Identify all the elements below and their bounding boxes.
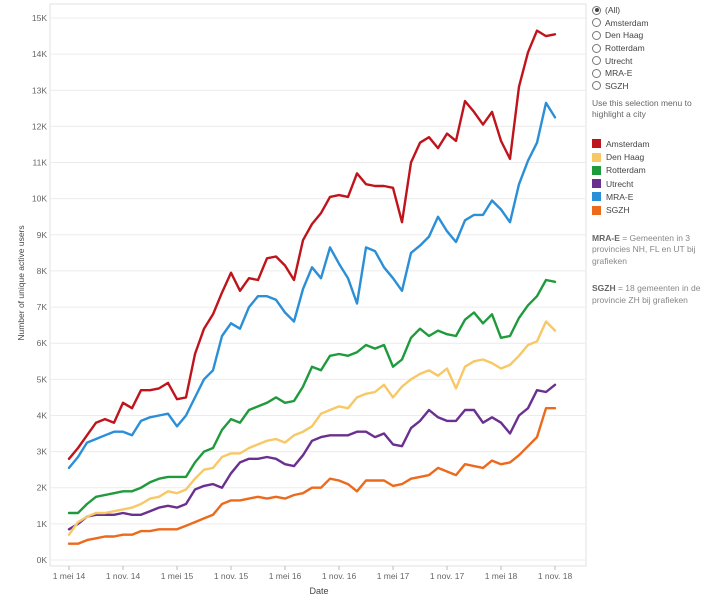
y-tick-label: 5K (37, 374, 48, 384)
legend-label: Den Haag (606, 152, 645, 163)
x-axis-label: Date (309, 586, 328, 596)
legend-swatch (592, 205, 601, 215)
legend-label: Amsterdam (606, 138, 650, 149)
side-panel: (All) Amsterdam Den Haag Rotterdam Utrecht MR… (592, 4, 704, 306)
y-tick-label: 10K (32, 194, 47, 204)
series-line-mra-e[interactable] (67, 101, 557, 470)
note-term: SGZH (592, 283, 616, 294)
x-tick-label: 1 mei 15 (161, 571, 194, 581)
legend-swatch (592, 152, 601, 162)
x-tick-label: 1 nov. 14 (106, 571, 141, 581)
note-mra-e: MRA-E = Gemeenten in 3 provincies NH, FL… (592, 233, 704, 268)
filter-option-label: (All) (605, 5, 621, 16)
legend-item[interactable]: Amsterdam (592, 137, 704, 150)
radio-icon[interactable] (592, 5, 601, 15)
color-legend: Amsterdam Den Haag Rotterdam Utrecht MRA-E SG… (592, 137, 704, 217)
legend-label: MRA-E (606, 191, 634, 202)
series-line-sgzh[interactable] (67, 407, 557, 545)
filter-option[interactable]: Utrecht (592, 54, 704, 67)
grid-lines (49, 3, 587, 567)
x-axis-ticks: 1 mei 14 1 nov. 14 1 mei 15 1 nov. 15 1 mei … (53, 566, 573, 581)
series-line-amsterdam[interactable] (67, 29, 557, 460)
legend-item[interactable]: MRA-E (592, 190, 704, 203)
filter-option[interactable]: Amsterdam (592, 17, 704, 30)
radio-icon[interactable] (592, 18, 601, 28)
filter-option-label: Den Haag (605, 30, 644, 41)
y-tick-label: 7K (37, 302, 48, 312)
filter-option[interactable]: Den Haag (592, 29, 704, 42)
note-text: = Gemeenten in 3 provincies NH, FL en UT… (592, 232, 696, 266)
radio-icon[interactable] (592, 81, 601, 91)
series-lines (67, 29, 557, 545)
y-tick-label: 2K (37, 483, 48, 493)
line-chart: 0K 1K 2K 3K 4K 5K 6K 7K 8K 9K 10K 11K 12K 13K 14K 15K 1… (16, 3, 587, 596)
y-tick-label: 9K (37, 230, 48, 240)
legend-swatch (592, 165, 601, 175)
y-tick-label: 4K (37, 410, 48, 420)
legend-swatch (592, 139, 601, 149)
filter-option-label: SGZH (605, 80, 629, 91)
x-tick-label: 1 nov. 18 (538, 571, 573, 581)
x-tick-label: 1 nov. 16 (322, 571, 357, 581)
legend-swatch (592, 179, 601, 189)
radio-icon[interactable] (592, 43, 601, 53)
x-tick-label: 1 mei 17 (377, 571, 410, 581)
y-tick-label: 0K (37, 555, 48, 565)
y-tick-label: 1K (37, 519, 48, 529)
filter-option[interactable]: (All) (592, 4, 704, 17)
y-tick-label: 15K (32, 13, 47, 23)
y-tick-label: 6K (37, 338, 48, 348)
y-tick-label: 14K (32, 49, 47, 59)
filter-option[interactable]: Rotterdam (592, 42, 704, 55)
x-tick-label: 1 nov. 15 (214, 571, 249, 581)
y-axis-label: Number of unique active users (16, 225, 26, 340)
city-filter: (All) Amsterdam Den Haag Rotterdam Utrecht MR… (592, 4, 704, 92)
note-text: = 18 gemeenten in de provincie ZH bij gr… (592, 283, 701, 305)
y-axis-ticks: 0K 1K 2K 3K 4K 5K 6K 7K 8K 9K 10K 11K 12K 13K 14K 15K (32, 13, 47, 565)
plot-frame (49, 3, 587, 567)
filter-hint: Use this selection menu to highlight a c… (592, 98, 692, 120)
filter-option-label: Rotterdam (605, 43, 645, 54)
y-tick-label: 8K (37, 266, 48, 276)
y-tick-label: 13K (32, 85, 47, 95)
note-term: MRA-E (592, 232, 620, 243)
series-line-utrecht[interactable] (67, 383, 557, 531)
y-tick-label: 12K (32, 121, 47, 131)
legend-label: Utrecht (606, 178, 634, 189)
legend-item[interactable]: Rotterdam (592, 164, 704, 177)
filter-option[interactable]: SGZH (592, 80, 704, 93)
filter-option-label: MRA-E (605, 68, 633, 79)
legend-item[interactable]: Den Haag (592, 150, 704, 163)
radio-icon[interactable] (592, 30, 601, 40)
x-tick-label: 1 mei 14 (53, 571, 86, 581)
x-tick-label: 1 mei 16 (269, 571, 302, 581)
legend-label: SGZH (606, 205, 630, 216)
filter-option-label: Utrecht (605, 55, 633, 66)
radio-icon[interactable] (592, 56, 601, 66)
x-tick-label: 1 mei 18 (485, 571, 518, 581)
note-sgzh: SGZH = 18 gemeenten in de provincie ZH b… (592, 283, 704, 306)
legend-item[interactable]: Utrecht (592, 177, 704, 190)
y-tick-label: 3K (37, 447, 48, 457)
filter-option[interactable]: MRA-E (592, 67, 704, 80)
series-line-rotterdam[interactable] (67, 278, 557, 515)
y-tick-label: 11K (33, 158, 48, 168)
filter-option-label: Amsterdam (605, 17, 649, 28)
legend-item[interactable]: SGZH (592, 204, 704, 217)
series-line-den-haag[interactable] (67, 320, 557, 536)
legend-label: Rotterdam (606, 165, 646, 176)
radio-icon[interactable] (592, 68, 601, 78)
x-tick-label: 1 nov. 17 (430, 571, 465, 581)
legend-swatch (592, 192, 601, 202)
